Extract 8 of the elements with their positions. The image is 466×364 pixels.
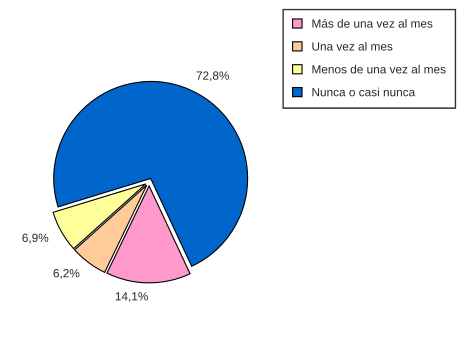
legend-label: Más de una vez al mes [312, 18, 432, 28]
data-label: 14,1% [116, 292, 148, 302]
data-label: 6,9% [22, 234, 48, 244]
legend-label: Menos de una vez al mes [312, 64, 446, 74]
legend-label: Una vez al mes [312, 42, 392, 51]
data-label: 6,2% [54, 269, 80, 279]
legend-label: Nunca o casi nunca [312, 88, 416, 96]
data-label: 72,8% [196, 71, 230, 82]
